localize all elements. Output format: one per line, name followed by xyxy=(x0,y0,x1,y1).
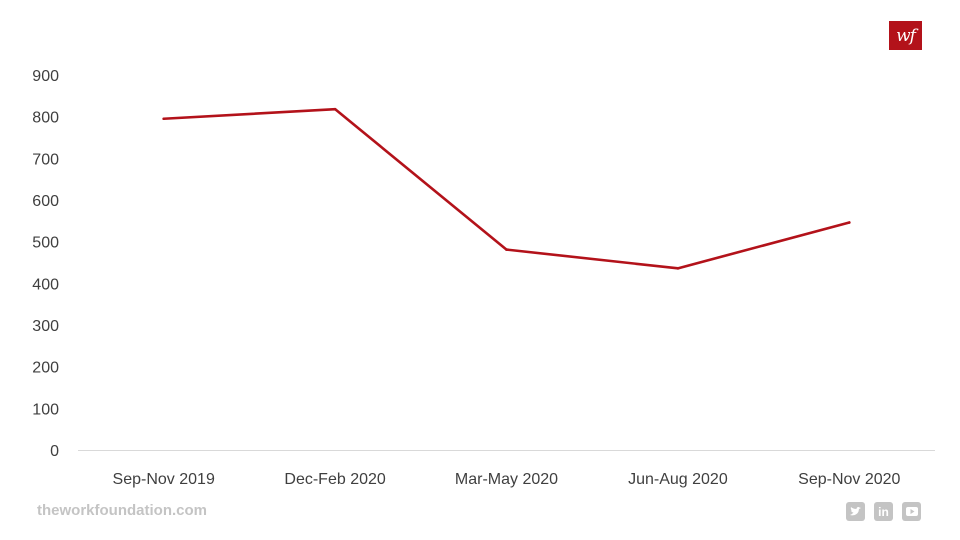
x-tick-label: Sep-Nov 2020 xyxy=(798,471,900,488)
y-tick-label: 500 xyxy=(32,235,59,252)
series-group xyxy=(162,107,851,270)
y-tick-label: 600 xyxy=(32,193,59,210)
twitter-icon[interactable] xyxy=(846,502,865,521)
x-axis: Sep-Nov 2019 Dec-Feb 2020 Mar-May 2020 Jun-… xyxy=(113,471,901,488)
y-tick-label: 400 xyxy=(32,276,59,293)
linkedin-icon[interactable]: in xyxy=(874,502,893,521)
series-line xyxy=(162,107,851,270)
data-point xyxy=(848,221,851,224)
y-tick-label: 800 xyxy=(32,110,59,127)
twitter-bird-shape xyxy=(850,507,861,516)
footer-website[interactable]: theworkfoundation.com xyxy=(37,502,207,519)
y-tick-label: 200 xyxy=(32,360,59,377)
x-tick-label: Jun-Aug 2020 xyxy=(628,471,728,488)
y-tick-label: 0 xyxy=(50,443,59,460)
data-point xyxy=(676,267,680,270)
x-tick-label: Dec-Feb 2020 xyxy=(284,471,385,488)
y-tick-label: 900 xyxy=(32,68,59,85)
y-axis: 0 100 200 300 400 500 600 700 800 900 xyxy=(32,68,59,460)
x-tick-label: Mar-May 2020 xyxy=(455,471,558,488)
y-tick-label: 100 xyxy=(32,401,59,418)
logo-text: wf xyxy=(896,25,916,46)
youtube-play-shape xyxy=(905,507,918,516)
linkedin-glyph: in xyxy=(878,504,889,519)
y-tick-label: 700 xyxy=(32,151,59,168)
work-foundation-logo[interactable]: wf xyxy=(889,21,922,50)
data-point xyxy=(505,248,508,251)
data-point xyxy=(162,117,165,121)
data-point xyxy=(333,107,337,111)
x-tick-label: Sep-Nov 2019 xyxy=(113,471,215,488)
y-tick-label: 300 xyxy=(32,318,59,335)
youtube-icon[interactable] xyxy=(902,502,921,521)
